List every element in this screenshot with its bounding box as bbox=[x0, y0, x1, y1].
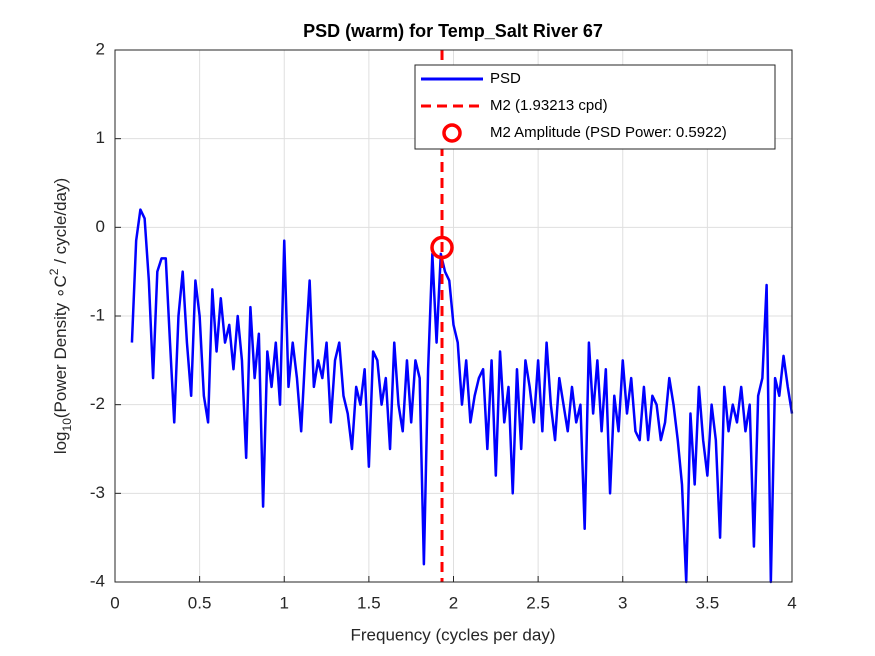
legend-swatch bbox=[442, 123, 462, 143]
y-tick-label: 2 bbox=[96, 39, 105, 58]
psd-line bbox=[130, 208, 794, 584]
x-tick-label: 0.5 bbox=[188, 593, 212, 612]
x-tick-label: 3 bbox=[618, 593, 627, 612]
y-tick-label: -1 bbox=[90, 305, 105, 324]
y-tick-label: 0 bbox=[96, 217, 105, 236]
axes-box bbox=[114, 49, 793, 583]
y-tick-label: -4 bbox=[90, 571, 105, 590]
legend-label: PSD bbox=[490, 70, 521, 87]
marker bbox=[430, 235, 454, 260]
x-tick-label: 1 bbox=[280, 593, 289, 612]
x-tick-label: 0 bbox=[110, 593, 119, 612]
x-tick-label: 2.5 bbox=[526, 593, 550, 612]
y-label-sup: 2 bbox=[47, 268, 61, 275]
y-tick-label: -3 bbox=[90, 483, 105, 502]
y-label-part: / cycle/day) bbox=[51, 178, 70, 269]
chart-title: PSD (warm) for Temp_Salt River 67 bbox=[303, 21, 603, 41]
y-label-sub: 10 bbox=[60, 418, 74, 432]
x-tick-label: 4 bbox=[787, 593, 796, 612]
y-label-part: (Power Density ∘C bbox=[51, 275, 70, 418]
y-tick-label: 1 bbox=[96, 128, 105, 147]
y-axis-label: log10(Power Density ∘C2 / cycle/day) bbox=[47, 178, 74, 454]
y-tick-label: -2 bbox=[90, 394, 105, 413]
x-tick-label: 2 bbox=[449, 593, 458, 612]
x-axis-label: Frequency (cycles per day) bbox=[350, 625, 555, 644]
x-tick-label: 3.5 bbox=[696, 593, 720, 612]
legend-label: M2 Amplitude (PSD Power: 0.5922) bbox=[490, 124, 727, 141]
y-label-part: log bbox=[51, 431, 70, 454]
legend-label: M2 (1.93213 cpd) bbox=[490, 97, 608, 114]
x-tick-label: 1.5 bbox=[357, 593, 381, 612]
